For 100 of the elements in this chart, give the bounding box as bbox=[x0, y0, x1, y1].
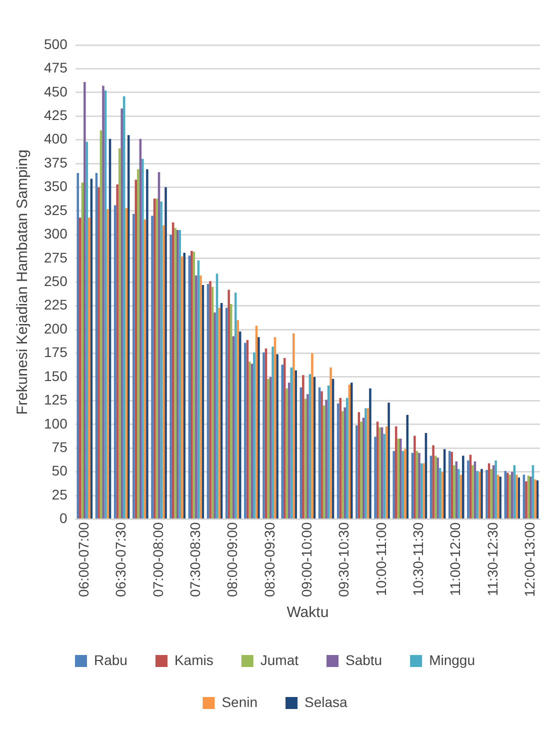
bar bbox=[164, 187, 167, 519]
y-tick-label: 25 bbox=[52, 486, 68, 502]
bar bbox=[344, 407, 346, 519]
bar bbox=[432, 445, 434, 519]
y-tick-label: 325 bbox=[44, 202, 68, 218]
bar bbox=[253, 352, 256, 519]
bar bbox=[218, 308, 220, 519]
x-tick-label: 08:30-09:30 bbox=[261, 522, 278, 598]
bar bbox=[170, 234, 172, 519]
x-tick-label: 07:00-08:00 bbox=[150, 522, 166, 598]
bar bbox=[190, 250, 193, 519]
y-tick-label: 225 bbox=[44, 296, 68, 313]
bar bbox=[422, 463, 425, 519]
bar bbox=[200, 275, 202, 519]
x-tick-label: 09:00-10:00 bbox=[298, 522, 315, 598]
bar bbox=[320, 391, 323, 519]
x-tick-label: 06:00-07:00 bbox=[76, 522, 92, 598]
bar bbox=[120, 108, 123, 519]
y-tick-label: 125 bbox=[44, 392, 68, 408]
x-tick-label: 07:30-08:30 bbox=[187, 522, 204, 598]
legend-label: Rabu bbox=[94, 652, 128, 668]
bar bbox=[267, 378, 270, 519]
bar bbox=[339, 398, 342, 519]
bar bbox=[486, 470, 488, 519]
bar bbox=[209, 281, 212, 519]
y-tick-label: 275 bbox=[44, 249, 68, 266]
bar bbox=[232, 336, 234, 519]
x-tick-label: 08:00-09:00 bbox=[224, 522, 240, 598]
y-tick-label: 0 bbox=[60, 510, 68, 526]
bar bbox=[183, 252, 186, 519]
bar bbox=[383, 434, 386, 519]
bar bbox=[462, 456, 464, 519]
y-tick-label: 50 bbox=[52, 462, 68, 479]
bar bbox=[262, 352, 265, 519]
legend-label: Senin bbox=[222, 694, 258, 710]
legend-label: Kamis bbox=[174, 652, 214, 668]
bar bbox=[369, 388, 372, 519]
y-tick-label: 200 bbox=[44, 320, 68, 336]
bar bbox=[125, 208, 128, 519]
legend-label: Jumat bbox=[260, 652, 299, 668]
bar bbox=[236, 320, 239, 519]
bar bbox=[106, 209, 109, 519]
bar bbox=[325, 400, 328, 519]
bar bbox=[214, 312, 216, 519]
bar bbox=[476, 470, 478, 519]
bar bbox=[455, 461, 458, 519]
bar bbox=[441, 472, 444, 519]
y-tick-label: 375 bbox=[44, 154, 68, 170]
bar bbox=[195, 275, 198, 519]
x-tick-label: 10:30-11:30 bbox=[410, 522, 426, 596]
x-tick-label: 11:00-12:00 bbox=[447, 522, 464, 596]
bar bbox=[510, 472, 514, 519]
bar bbox=[397, 438, 400, 519]
y-tick-label: 400 bbox=[44, 130, 68, 147]
bar bbox=[436, 458, 439, 519]
bar bbox=[374, 436, 376, 519]
bar bbox=[142, 158, 144, 519]
bar bbox=[530, 476, 532, 519]
bar bbox=[258, 337, 260, 519]
y-tick-label: 300 bbox=[44, 226, 68, 242]
bar bbox=[406, 414, 409, 519]
bar bbox=[79, 218, 82, 519]
y-tick-label: 175 bbox=[44, 344, 68, 360]
bar bbox=[116, 184, 118, 519]
x-tick-label: 11:30-12:30 bbox=[484, 522, 500, 596]
bar bbox=[88, 218, 90, 519]
bar bbox=[84, 82, 86, 519]
y-tick-label: 425 bbox=[44, 107, 68, 123]
bar bbox=[281, 364, 284, 519]
bar bbox=[151, 216, 154, 519]
y-tick-label: 350 bbox=[44, 178, 68, 194]
bar bbox=[311, 353, 314, 519]
bar bbox=[348, 384, 350, 519]
bar bbox=[137, 169, 140, 519]
x-tick-label: 06:30-07:30 bbox=[112, 522, 129, 598]
y-tick-label: 150 bbox=[44, 368, 68, 384]
y-tick-label: 450 bbox=[44, 83, 68, 100]
bar bbox=[98, 187, 100, 519]
bar bbox=[356, 425, 358, 519]
bar bbox=[286, 388, 288, 519]
x-tick-label: 10:00-11:00 bbox=[372, 522, 389, 596]
bar bbox=[276, 354, 278, 519]
legend-label: Selasa bbox=[304, 694, 348, 710]
bar bbox=[494, 460, 497, 519]
bar bbox=[244, 342, 246, 519]
y-tick-label: 250 bbox=[44, 272, 68, 289]
y-tick-label: 500 bbox=[44, 36, 68, 52]
bar bbox=[146, 169, 148, 519]
bar bbox=[418, 452, 420, 519]
y-tick-label: 100 bbox=[44, 415, 68, 432]
x-tick-label: 12:00-13:00 bbox=[522, 522, 538, 598]
bar bbox=[330, 368, 332, 519]
bar bbox=[414, 436, 416, 519]
bar bbox=[160, 202, 162, 519]
bar bbox=[178, 230, 181, 519]
bar bbox=[472, 465, 474, 519]
bar bbox=[388, 402, 390, 519]
bar bbox=[508, 474, 511, 519]
bar bbox=[360, 422, 362, 519]
bar bbox=[290, 368, 292, 519]
